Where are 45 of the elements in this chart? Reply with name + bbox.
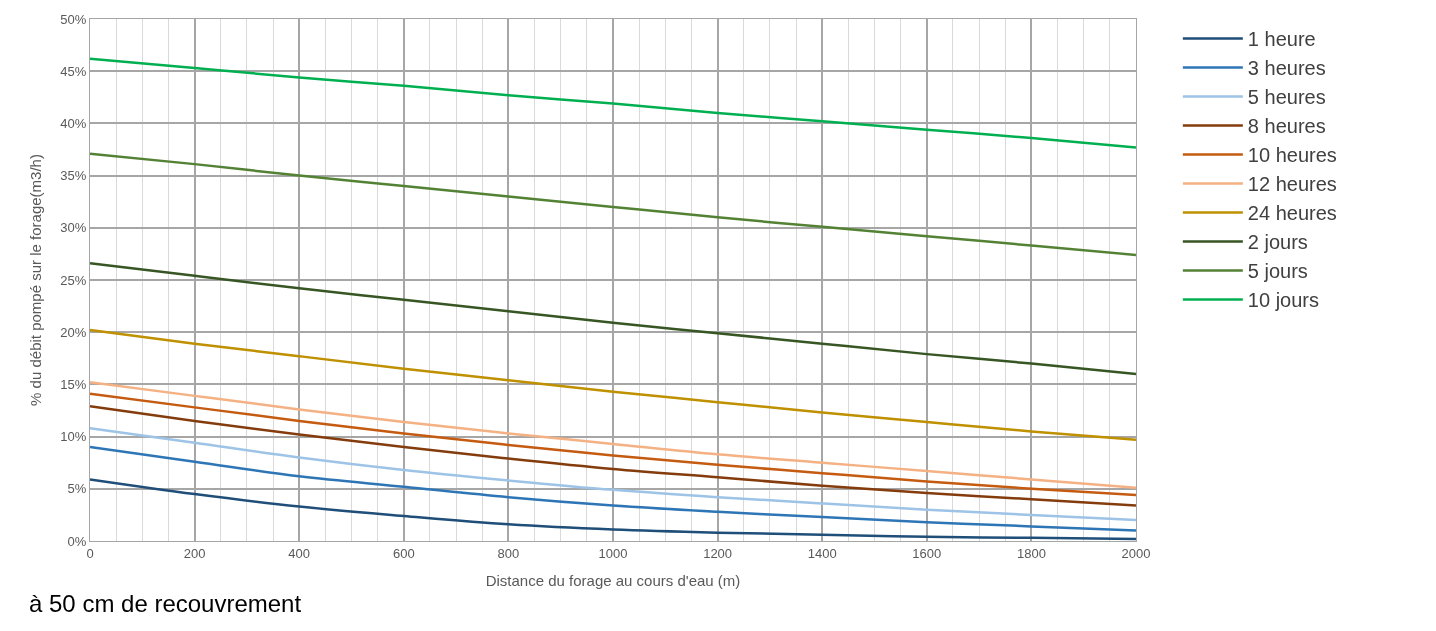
y-tick-label: 45%: [60, 63, 87, 79]
line-series: [90, 392, 1136, 497]
line-series: [90, 152, 1136, 257]
line-series: [90, 328, 1136, 441]
line-series: [90, 405, 1136, 507]
legend-label: 12 heures: [1247, 173, 1337, 196]
legend-label: 10 jours: [1247, 289, 1319, 312]
line-series: [90, 427, 1136, 522]
y-tick-label: 35%: [60, 168, 87, 184]
x-tick-label: 1800: [1016, 545, 1046, 561]
legend-label: 5 heures: [1247, 86, 1326, 109]
x-tick-label: 800: [497, 545, 520, 561]
legend-label: 5 jours: [1247, 260, 1308, 283]
legend-label: 24 heures: [1247, 202, 1337, 225]
y-tick-label: 5%: [67, 481, 87, 497]
y-tick-label: 30%: [60, 220, 87, 236]
line-series: [90, 262, 1136, 376]
legend-label: 8 heures: [1247, 115, 1326, 138]
line-series: [90, 478, 1136, 541]
y-tick-label: 50%: [60, 11, 87, 27]
y-axis-title: % du débit pompé sur le forage(m3/h): [26, 154, 44, 406]
text: à 50 cm de recouvrement: [29, 590, 302, 617]
y-tick-label: 40%: [60, 115, 87, 131]
x-axis-title: Distance du forage au cours d'eau (m): [485, 571, 741, 589]
x-tick-label: 2000: [1121, 545, 1151, 561]
x-tick-label: 1600: [912, 545, 942, 561]
legend-label: 2 jours: [1247, 231, 1308, 254]
y-tick-label: 25%: [60, 272, 87, 288]
y-tick-label: 20%: [60, 324, 87, 340]
legend-label: 10 heures: [1247, 144, 1337, 167]
y-tick-label: 15%: [60, 376, 87, 392]
x-tick-label: 400: [288, 545, 311, 561]
x-tick-label: 1000: [598, 545, 628, 561]
x-tick-label: 1400: [807, 545, 837, 561]
x-tick-label: 0: [86, 545, 94, 561]
x-tick-label: 600: [392, 545, 415, 561]
y-tick-label: 10%: [60, 429, 87, 445]
x-tick-label: 200: [183, 545, 206, 561]
line-series: [90, 57, 1136, 149]
line-series: [90, 445, 1136, 532]
y-tick-label: 0%: [67, 533, 87, 549]
legend-label: 3 heures: [1247, 57, 1326, 80]
line-series: [90, 381, 1136, 490]
legend-label: 1 heure: [1247, 28, 1316, 51]
x-tick-label: 1200: [703, 545, 733, 561]
